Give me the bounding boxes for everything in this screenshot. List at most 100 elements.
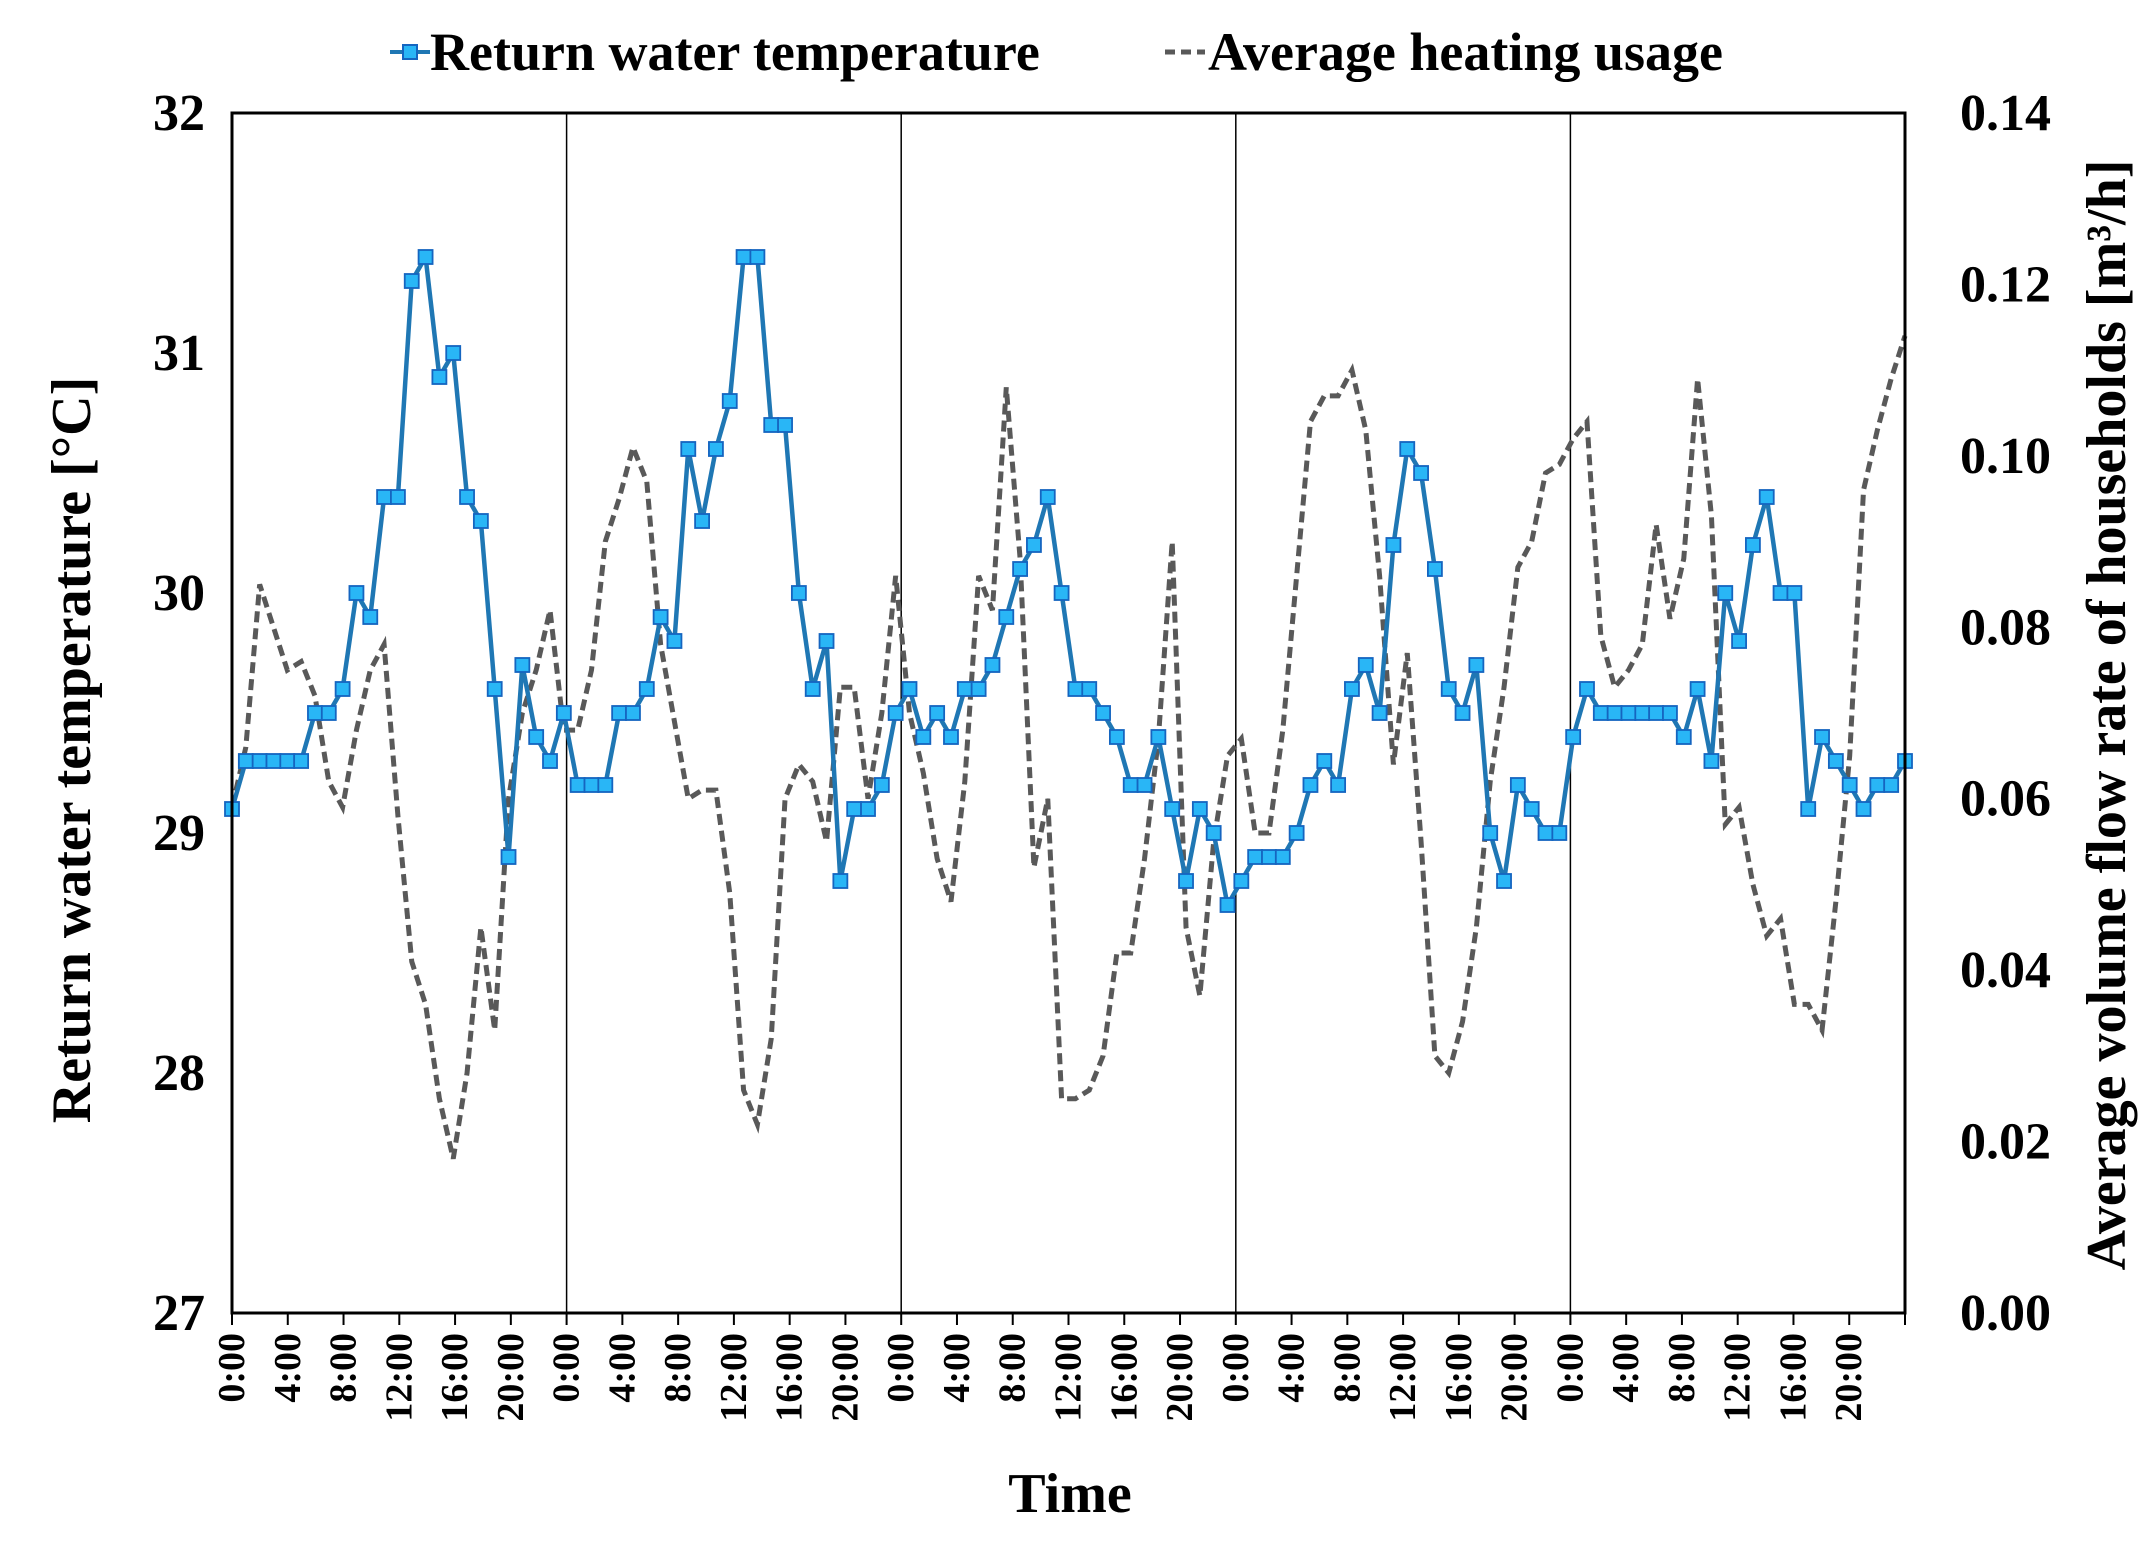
temperature-point [611,705,628,721]
temperature-point [1731,633,1747,649]
temperature-point [873,777,890,793]
temperature-point [1178,873,1194,889]
temperature-point [1219,897,1236,913]
temperature-point [1883,777,1900,793]
temperature-point [1841,777,1858,793]
temperature-point [417,249,434,265]
series-line-heating [229,335,1908,1160]
temperature-point [956,681,973,697]
y-left-tick-label: 32 [153,85,205,142]
y-left-tick-label: 30 [153,565,205,622]
x-tick-label: 8:00 [1661,1333,1703,1403]
temperature-point [1509,777,1526,793]
temperature-point [1026,537,1042,553]
temperature-point [1648,705,1665,721]
temperature-point [1758,489,1775,505]
temperature-point [694,513,710,529]
temperature-point [943,729,959,745]
x-tick-label: 16:00 [1103,1333,1145,1422]
y-right-tick-label: 0.04 [1960,942,2051,999]
temperature-point [749,249,766,265]
temperature-point [237,753,254,769]
temperature-point [1592,705,1609,721]
series-layer [224,249,1913,1160]
temperature-point [583,777,600,793]
temperature-point [846,801,863,817]
x-tick-label: 16:00 [1438,1333,1480,1422]
temperature-point [1482,825,1499,841]
x-tick-label: 20:00 [1159,1333,1201,1422]
temperature-point [555,705,572,721]
x-tick-label: 0:00 [1215,1333,1257,1403]
x-tick-label: 4:00 [936,1333,978,1403]
series-line-temperature [229,249,1907,912]
temperature-point [777,417,793,433]
temperature-point [1344,681,1360,697]
y-right-tick-label: 0.02 [1960,1114,2051,1171]
legend: Return water temperature Average heating… [390,22,1723,82]
x-tick-label: 8:00 [1326,1333,1368,1403]
temperature-point [1150,729,1167,745]
temperature-point [818,633,835,649]
temperature-point [265,753,282,769]
y-left-tick-label: 29 [153,805,205,862]
temperature-point [1496,873,1512,889]
tick-layer: 27 28 29 30 31 32 0.00 0.02 0.04 0.06 0.08 0.10 0.12… [153,85,2051,1422]
y-right-tick-label: 0.14 [1960,85,2051,142]
y-right-tick-label: 0.06 [1960,771,2051,828]
temperature-point [625,705,641,721]
x-tick-label: 12:00 [1048,1333,1090,1422]
temperature-point [790,585,807,601]
temperature-point [1814,729,1830,745]
temperature-point [459,489,475,505]
x-tick-label: 4:00 [1605,1333,1647,1403]
temperature-point [334,681,351,697]
temperature-point [320,705,337,721]
temperature-point [486,681,503,697]
x-tick-label: 20:00 [490,1333,532,1422]
temperature-point [1468,657,1485,673]
temperature-point [1869,777,1886,793]
temperature-point [597,777,614,793]
x-tick-label: 0:00 [211,1333,253,1403]
temperature-point [860,801,876,817]
x-tick-label: 4:00 [601,1333,643,1403]
temperature-point [1399,441,1416,457]
temperature-point [735,249,752,265]
temperature-point [1081,681,1098,697]
temperature-point [445,345,462,361]
temperature-point [1039,489,1056,505]
temperature-point [1136,777,1153,793]
temperature-point [1108,729,1125,745]
y-right-tick-label: 0.08 [1960,599,2051,656]
grid-layer [565,113,1572,1313]
temperature-point [1053,585,1070,601]
temperature-point [1579,681,1595,697]
temperature-point [1703,753,1720,769]
x-tick-label: 0:00 [1549,1333,1591,1403]
y-axis-right-title: Average volume flow rate of households [… [2076,160,2138,1271]
y-right-tick-label: 0.00 [1960,1285,2051,1342]
temperature-point [1067,681,1084,697]
legend-label-temperature: Return water temperature [430,22,1040,82]
x-tick-label: 16:00 [1772,1333,1814,1422]
temperature-point [887,705,904,721]
temperature-point [251,753,268,769]
temperature-point [1274,849,1291,865]
temperature-point [293,753,310,769]
x-tick-label: 4:00 [267,1333,309,1403]
temperature-point [1523,801,1540,817]
temperature-point [1565,729,1582,745]
temperature-point [915,729,932,745]
temperature-point [680,441,697,457]
temperature-point [708,441,724,457]
temperature-point [1385,537,1402,553]
temperature-point [528,729,545,745]
x-tick-label: 12:00 [378,1333,420,1422]
x-tick-label: 12:00 [713,1333,755,1422]
temperature-point [721,393,738,409]
temperature-point [970,681,987,697]
x-tick-label: 20:00 [824,1333,866,1422]
temperature-point [1233,873,1250,889]
y-left-tick-label: 28 [153,1045,205,1102]
